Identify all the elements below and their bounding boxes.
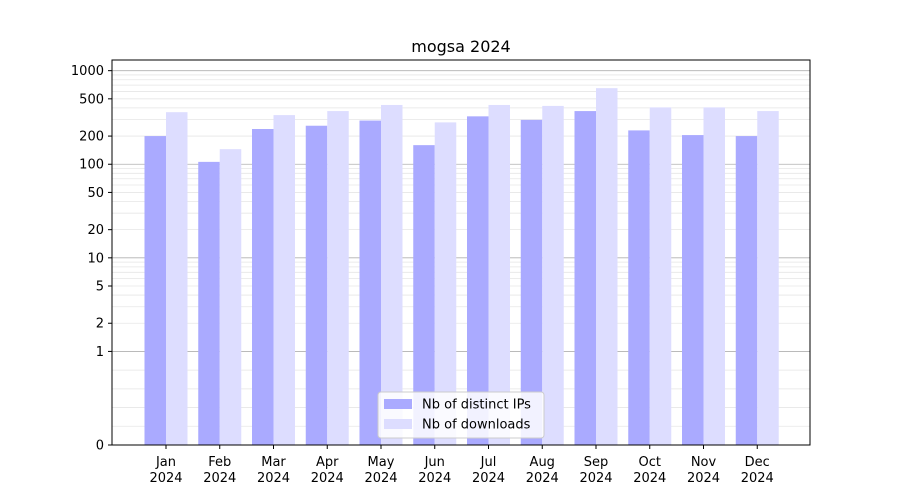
x-tick-label-year: 2024 [311,471,344,486]
x-tick-label-year: 2024 [579,471,612,486]
bar-distinct-ips-jan [144,136,166,446]
plot-frame [111,59,811,446]
x-tick-label-month: Jul [480,455,497,470]
x-tick-label-month: Jun [424,455,445,470]
bar-downloads-jan [166,112,188,445]
bar-downloads-sep [596,88,618,446]
x-tick-label-year: 2024 [526,471,559,486]
legend-label: Nb of distinct IPs [422,398,531,413]
y-tick-label: 500 [79,92,104,107]
x-tick-label-month: Nov [691,455,717,470]
x-tick-label-month: Dec [745,455,770,470]
bars [144,88,779,446]
x-tick-label-month: Aug [530,455,555,470]
bar-distinct-ips-mar [252,129,274,445]
x-tick-label-month: Jan [155,455,176,470]
bar-distinct-ips-nov [682,135,704,445]
legend-label: Nb of downloads [422,418,531,433]
bar-distinct-ips-dec [735,136,758,446]
y-tick-label: 10 [87,251,104,266]
y-tick-label: 0 [96,439,104,454]
x-tick-label-year: 2024 [418,471,451,486]
bar-downloads-feb [219,149,242,445]
x-tick-label-year: 2024 [149,471,182,486]
bar-distinct-ips-aug [520,119,543,445]
y-tick-label: 20 [87,223,104,238]
x-axis: Jan2024Feb2024Mar2024Apr2024May2024Jun20… [149,445,774,486]
y-tick-label: 50 [87,186,104,201]
bar-distinct-ips-feb [198,161,220,445]
x-tick-label-month: May [368,455,395,470]
legend-box [377,391,545,439]
bar-downloads-apr [327,111,349,445]
legend: Nb of distinct IPs Nb of downloads [377,391,545,439]
y-tick-label: 1000 [71,64,104,79]
x-tick-label-month: Sep [584,455,609,470]
x-tick-label-month: Mar [261,455,286,470]
y-tick-label: 200 [79,130,104,145]
x-tick-label-year: 2024 [741,471,774,486]
legend-swatch [384,399,412,409]
bar-distinct-ips-jul [467,116,489,445]
bar-distinct-ips-jun [413,145,435,445]
x-tick-label-month: Feb [208,455,231,470]
x-tick-label-year: 2024 [687,471,720,486]
y-tick-label: 1 [96,345,104,360]
x-tick-label-year: 2024 [633,471,666,486]
x-tick-label-year: 2024 [257,471,290,486]
y-axis: 0 1 2 5 10 20 50 100 200 500 1000 [71,64,112,454]
bar-downloads-aug [542,105,564,445]
x-tick-label-month: Apr [316,455,339,470]
y-tick-label: 5 [96,280,104,295]
bar-downloads-may [381,104,403,445]
x-tick-label-year: 2024 [472,471,505,486]
bar-distinct-ips-may [359,120,381,446]
legend-swatch [384,419,412,429]
bar-downloads-dec [757,111,779,445]
x-tick-label-month: Oct [639,455,661,470]
bar-distinct-ips-sep [574,111,596,445]
bar-downloads-mar [273,115,295,446]
bar-downloads-oct [649,107,672,445]
y-tick-label: 100 [79,158,104,173]
bar-distinct-ips-apr [305,125,328,445]
x-tick-label-year: 2024 [364,471,397,486]
bar-distinct-ips-oct [628,130,650,446]
bar-downloads-jul [488,104,510,445]
chart-title: mogsa 2024 [411,37,510,56]
y-tick-label: 2 [96,317,104,332]
bar-downloads-nov [703,107,725,445]
bar-downloads-jun [434,122,457,445]
x-tick-label-year: 2024 [203,471,236,486]
